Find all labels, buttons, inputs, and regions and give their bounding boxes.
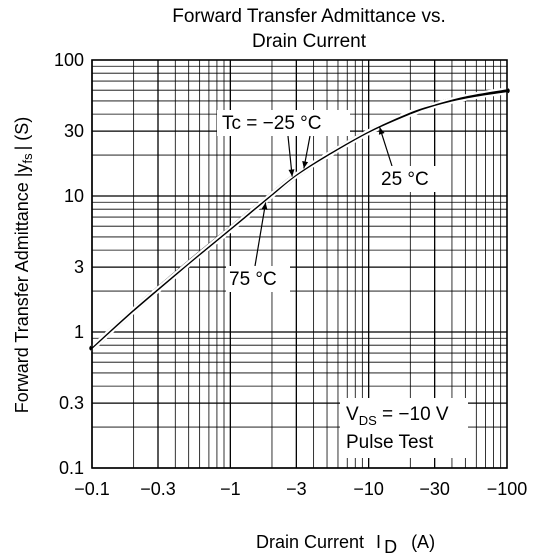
y-tick-label: 1 <box>74 322 84 342</box>
plot-curves <box>89 87 510 352</box>
y-tick-label: 100 <box>54 50 84 70</box>
x-axis-label: Drain Current I D (A) <box>256 532 435 557</box>
series-label-25: 25 °C <box>381 169 429 190</box>
conditions-box <box>340 398 468 458</box>
chart-title-line-1: Forward Transfer Admittance vs. <box>172 6 446 27</box>
conditions-line-2: Pulse Test <box>346 432 434 453</box>
chart-title-line-2: Drain Current <box>252 31 367 52</box>
x-axis-label-text: Drain Current <box>256 532 364 552</box>
label-leaders <box>254 126 393 267</box>
x-axis-unit: (A) <box>411 532 435 552</box>
series-line-2 <box>90 92 509 352</box>
vds-value: = −10 V <box>377 404 449 425</box>
leader-arrowhead <box>288 169 295 177</box>
y-tick-label: 0.3 <box>59 393 84 413</box>
y-axis-label-text: Forward Transfer Admittance |y <box>12 164 32 414</box>
series-label-75: 75 °C <box>229 269 277 290</box>
x-tick-label: −0.3 <box>140 479 176 499</box>
y-tick-label: 30 <box>64 121 84 141</box>
vds-symbol: V <box>346 404 359 425</box>
y-tick-label: 10 <box>64 186 84 206</box>
x-tick-label: −1 <box>220 479 241 499</box>
x-tick-label: −10 <box>353 479 384 499</box>
y-tick-labels: 0.1 0.3 1 3 10 30 100 <box>54 50 84 478</box>
x-tick-label: −100 <box>487 479 528 499</box>
label-box-tc-25 <box>217 110 350 136</box>
curve-band-outline <box>89 87 510 351</box>
leader-line <box>254 202 267 267</box>
x-tick-label: −30 <box>419 479 450 499</box>
x-tick-label: −3 <box>286 479 307 499</box>
y-tick-label: 0.1 <box>59 458 84 478</box>
y-axis-unit: | (S) <box>12 117 32 151</box>
vds-subscript: DS <box>359 413 377 428</box>
y-axis-label: Forward Transfer Admittance |yfs | (S) <box>12 117 35 414</box>
y-tick-label: 3 <box>74 257 84 277</box>
leader-arrowhead <box>302 160 309 169</box>
plot-frame <box>91 59 508 469</box>
y-axis-subscript: fs <box>20 153 35 164</box>
x-axis-subscript: D <box>384 537 397 557</box>
conditions-line-1: VDS = −10 V <box>346 404 449 428</box>
label-box-25 <box>378 166 442 192</box>
leader-arrowhead <box>378 127 385 135</box>
x-axis-symbol: I <box>376 532 381 552</box>
series-line-0 <box>90 87 509 347</box>
x-tick-labels: −0.1 −0.3 −1 −3 −10 −30 −100 <box>74 479 527 499</box>
x-tick-label: −0.1 <box>74 479 110 499</box>
label-box-75 <box>226 266 290 292</box>
series-label-tc-minus-25: Tc = −25 °C <box>222 113 321 134</box>
leader-arrowhead <box>261 202 268 210</box>
